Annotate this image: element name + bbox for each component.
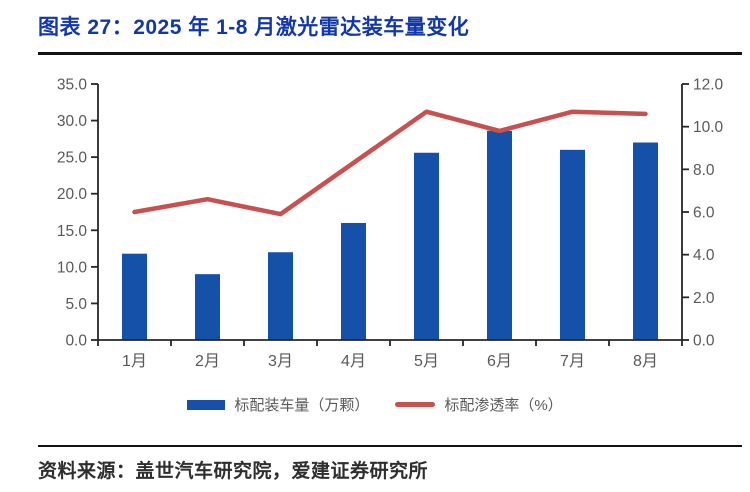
bar-2月 [195, 273, 220, 340]
lidar-combo-chart: 0.0 5.0 10.0 15.0 20.0 25.0 30.0 35.0 0.0 2.0 4.0 6… [0, 60, 750, 380]
chart-legend: 标配装车量（万颗） 标配渗透率（%） [0, 396, 750, 414]
y-left-tick-label: 0.0 [65, 332, 87, 349]
figure-title: 图表 27：2025 年 1-8 月激光雷达装车量变化 [38, 16, 470, 39]
x-label-5月: 5月 [414, 353, 439, 370]
y-left-tick-label: 35.0 [57, 76, 88, 93]
bar-series-swatch [187, 399, 226, 410]
bar-1月 [122, 253, 147, 340]
x-label-7月: 7月 [560, 353, 585, 370]
y-right-tick-label: 12.0 [693, 76, 724, 93]
bar-4月 [341, 222, 366, 340]
y-left-tick-label: 20.0 [57, 186, 88, 203]
source-divider [38, 444, 742, 447]
x-label-1月: 1月 [122, 353, 147, 370]
bar-8月 [633, 142, 658, 340]
legend-item-line-series: 标配渗透率（%） [395, 394, 563, 415]
y-right-tick-label: 0.0 [693, 332, 715, 349]
bar-series-label: 标配装车量（万颗） [234, 397, 370, 414]
line-series-swatch [395, 402, 436, 407]
legend-item-bar-series: 标配装车量（万颗） [187, 394, 369, 415]
penetration-rate-line [132, 108, 648, 216]
x-label-2月: 2月 [195, 353, 220, 370]
x-label-8月: 8月 [633, 353, 658, 370]
y-left-tick-label: 10.0 [57, 259, 88, 276]
y-right-tick-label: 10.0 [693, 119, 724, 136]
bar-6月 [487, 130, 512, 340]
y-right-tick-label: 8.0 [693, 161, 715, 178]
title-divider [38, 52, 742, 55]
line-series-label: 标配渗透率（%） [444, 397, 563, 414]
x-label-4月: 4月 [341, 353, 366, 370]
bar-5月 [414, 152, 439, 340]
y-left-tick-label: 5.0 [65, 295, 87, 312]
x-label-3月: 3月 [268, 353, 293, 370]
x-label-6月: 6月 [487, 353, 512, 370]
y-left-tick-label: 15.0 [57, 222, 88, 239]
y-right-tick-label: 2.0 [693, 289, 715, 306]
y-right-tick-label: 4.0 [693, 247, 715, 264]
combo-chart-svg: 0.0 5.0 10.0 15.0 20.0 25.0 30.0 35.0 0.0 2.0 4.0 6… [57, 76, 724, 370]
source-note: 资料来源：盖世汽车研究院，爱建证券研究所 [38, 460, 429, 482]
y-left-tick-label: 30.0 [57, 113, 88, 130]
bar-3月 [268, 251, 293, 340]
bar-7月 [560, 149, 585, 340]
y-left-tick-label: 25.0 [57, 149, 88, 166]
y-right-tick-label: 6.0 [693, 204, 715, 221]
